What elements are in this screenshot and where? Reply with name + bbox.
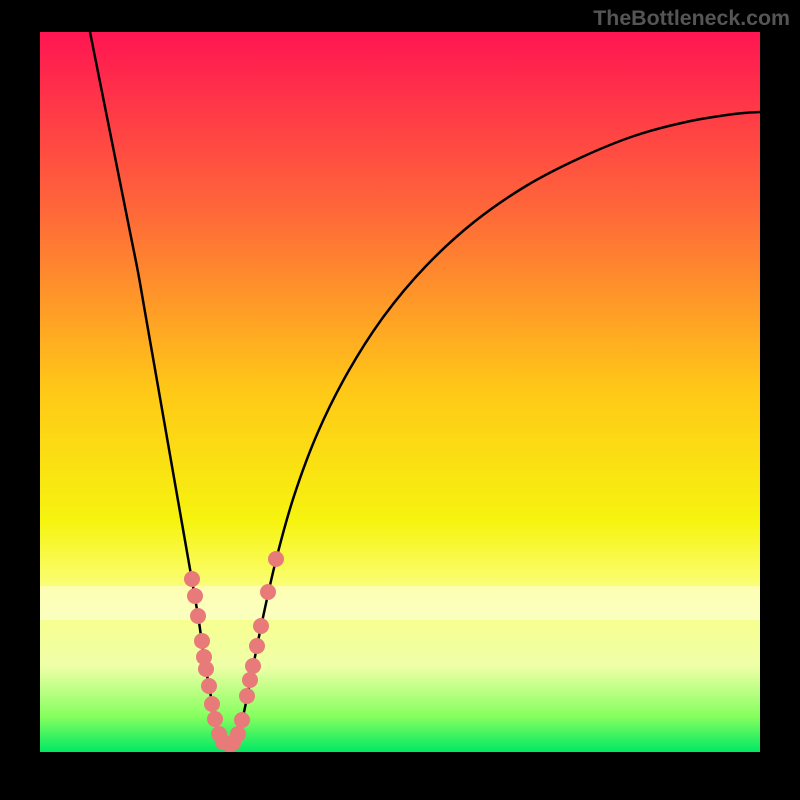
data-marker bbox=[239, 688, 255, 704]
chart-background-gradient bbox=[40, 32, 760, 752]
data-marker bbox=[194, 633, 210, 649]
plot-area bbox=[40, 32, 760, 752]
watermark-text: TheBottleneck.com bbox=[593, 6, 790, 31]
data-marker bbox=[230, 726, 246, 742]
bottleneck-curve-chart bbox=[40, 32, 760, 752]
data-marker bbox=[201, 678, 217, 694]
data-marker bbox=[234, 712, 250, 728]
data-marker bbox=[187, 588, 203, 604]
data-marker bbox=[242, 672, 258, 688]
data-marker bbox=[260, 584, 276, 600]
chart-frame: TheBottleneck.com bbox=[0, 0, 800, 800]
data-marker bbox=[184, 571, 200, 587]
data-marker bbox=[198, 661, 214, 677]
data-marker bbox=[253, 618, 269, 634]
data-marker bbox=[204, 696, 220, 712]
white-band bbox=[40, 586, 760, 620]
data-marker bbox=[268, 551, 284, 567]
data-marker bbox=[190, 608, 206, 624]
data-marker bbox=[245, 658, 261, 674]
data-marker bbox=[249, 638, 265, 654]
data-marker bbox=[207, 711, 223, 727]
